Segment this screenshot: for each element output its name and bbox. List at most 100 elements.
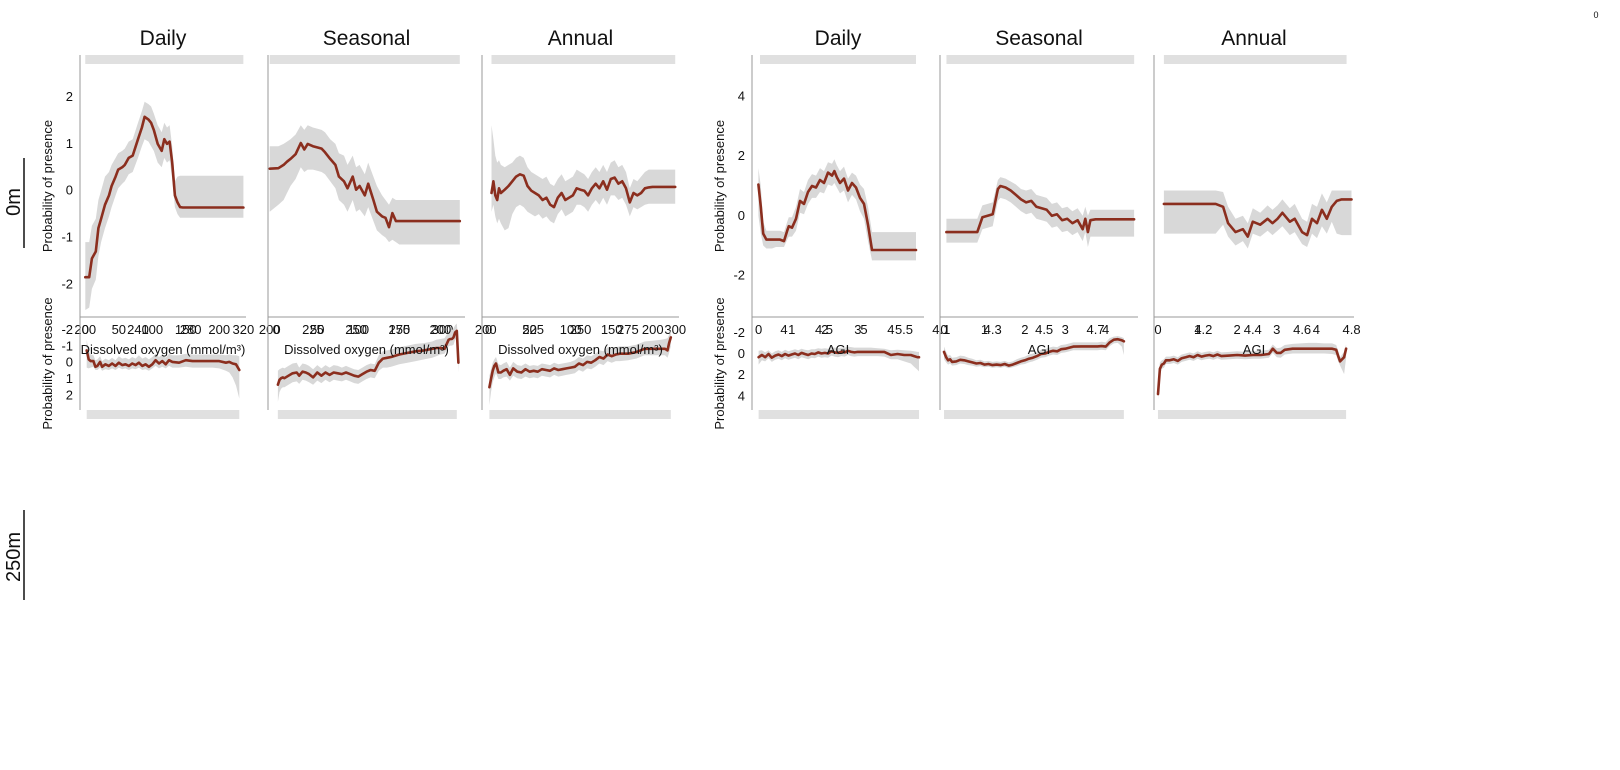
x-tick-label: 4.2 bbox=[1194, 322, 1212, 337]
rug-band bbox=[269, 55, 460, 64]
y-tick-label: -1 bbox=[61, 338, 73, 353]
x-tick-label: 4.1 bbox=[932, 322, 950, 337]
y-axis-label: Probability of presence bbox=[40, 297, 55, 429]
x-tick-label: 300 bbox=[664, 322, 686, 337]
series-line bbox=[1162, 198, 1353, 238]
y-tick-label: 2 bbox=[738, 367, 745, 382]
x-tick-label: 1 bbox=[981, 322, 988, 337]
series-line bbox=[276, 329, 460, 387]
confidence-band bbox=[758, 159, 916, 261]
x-tick-label: 240 bbox=[127, 322, 149, 337]
rug-band bbox=[491, 55, 676, 64]
rug-band bbox=[277, 410, 457, 419]
rug-band bbox=[944, 410, 1124, 419]
rug-band bbox=[946, 55, 1135, 64]
y-tick-label: 1 bbox=[66, 371, 73, 386]
x-tick-label: 50 bbox=[310, 322, 324, 337]
panel-11: 0 1 2 3 4 AGI bbox=[1153, 316, 1354, 419]
panel-title: Seasonal bbox=[323, 27, 411, 50]
panel-4: Seasonal 4.1 4.3 4.5 4.7 bbox=[932, 27, 1138, 337]
x-tick-label: 280 bbox=[180, 322, 202, 337]
y-tick-label: -2 bbox=[733, 267, 745, 282]
x-tick-label: 4 bbox=[887, 322, 894, 337]
y-tick-label: 2 bbox=[66, 387, 73, 402]
x-tick-label: 200 bbox=[475, 322, 497, 337]
x-tick-label: 4.4 bbox=[1244, 322, 1262, 337]
rug-band bbox=[1163, 55, 1347, 64]
series-line bbox=[488, 336, 673, 389]
y-tick-label: -1 bbox=[61, 229, 73, 244]
panel-title: Daily bbox=[140, 27, 187, 50]
series-line bbox=[85, 349, 241, 372]
panel-title: Daily bbox=[815, 27, 862, 50]
y-axis-label: Probability of presence bbox=[712, 297, 727, 429]
row-label-0m: 0m bbox=[3, 158, 25, 248]
y-tick-label: 0 bbox=[66, 183, 73, 198]
x-axis-label: Dissolved oxygen (mmol/m³) bbox=[81, 342, 246, 357]
x-axis-label: Dissolved oxygen (mmol/m³) bbox=[284, 342, 449, 357]
x-tick-label: 275 bbox=[617, 322, 639, 337]
confidence-band bbox=[85, 101, 244, 310]
panel-title: Annual bbox=[548, 27, 613, 50]
panel-0: Daily 200 240 280 320 -2 -1 0 1 2 Probability of p… bbox=[40, 27, 254, 337]
x-tick-label: 150 bbox=[601, 322, 623, 337]
series-line bbox=[268, 141, 462, 229]
rug-band bbox=[760, 55, 916, 64]
x-tick-label: 3 bbox=[854, 322, 861, 337]
x-tick-label: 100 bbox=[347, 322, 369, 337]
y-tick-label: 4 bbox=[738, 89, 745, 104]
y-tick-label: 1 bbox=[66, 136, 73, 151]
x-tick-label: 225 bbox=[522, 322, 544, 337]
confidence-band bbox=[944, 336, 1124, 369]
y-tick-label: 0 bbox=[738, 208, 745, 223]
y-tick-label: -2 bbox=[61, 322, 73, 337]
row-label-250m-text: 250m bbox=[3, 532, 25, 582]
confidence-band bbox=[946, 177, 1135, 247]
y-tick-label: 0 bbox=[738, 346, 745, 361]
y-tick-label: -2 bbox=[61, 276, 73, 291]
x-tick-label: 100 bbox=[141, 322, 163, 337]
x-tick-label: 4.5 bbox=[815, 322, 833, 337]
series-line bbox=[1156, 347, 1348, 396]
confidence-band bbox=[1163, 190, 1352, 249]
panel-title: Annual bbox=[1221, 27, 1286, 50]
corner-label: 0 bbox=[1593, 10, 1598, 20]
x-tick-label: 5.5 bbox=[895, 322, 913, 337]
rug-band bbox=[1157, 410, 1347, 419]
x-tick-label: 200 bbox=[642, 322, 664, 337]
x-tick-label: 1 bbox=[788, 322, 795, 337]
series-line bbox=[757, 169, 918, 252]
series-line bbox=[490, 173, 677, 209]
x-tick-label: 150 bbox=[175, 322, 197, 337]
x-tick-label: 4.6 bbox=[1293, 322, 1311, 337]
panel-2: Annual 200 225 250 275 300 bbox=[475, 27, 686, 337]
x-axis-label: Dissolved oxygen (mmol/m³) bbox=[498, 342, 663, 357]
x-tick-label: 2 bbox=[1234, 322, 1241, 337]
x-axis-label: AGI bbox=[1028, 342, 1050, 357]
x-tick-label: 1 bbox=[1194, 322, 1201, 337]
y-axis-label: Probability of presence bbox=[712, 120, 727, 252]
x-tick-label: 225 bbox=[302, 322, 324, 337]
x-tick-label: 3 bbox=[1062, 322, 1069, 337]
row-label-250m: 250m bbox=[3, 510, 25, 600]
rug-band bbox=[758, 410, 920, 419]
x-tick-label: 5 bbox=[860, 322, 867, 337]
y-tick-label: 2 bbox=[738, 148, 745, 163]
x-tick-label: 200 bbox=[430, 322, 452, 337]
x-tick-label: 4 bbox=[780, 322, 787, 337]
x-tick-label: 2 bbox=[1021, 322, 1028, 337]
x-tick-label: 250 bbox=[345, 322, 367, 337]
x-tick-label: 4.3 bbox=[984, 322, 1002, 337]
y-tick-label: 4 bbox=[738, 388, 745, 403]
confidence-band bbox=[491, 125, 676, 231]
x-tick-label: 100 bbox=[560, 322, 582, 337]
x-tick-label: 0 bbox=[273, 322, 280, 337]
x-tick-label: 150 bbox=[388, 322, 410, 337]
x-tick-label: 200 bbox=[208, 322, 230, 337]
y-axis-label: Probability of presence bbox=[40, 120, 55, 252]
panel-7: 0 50 100 150 200 Dissolved oxygen (mmol/m³) bbox=[267, 316, 465, 419]
panel-9: 0 1 2 3 4 -2 0 2 4 Probability of presence AGI bbox=[712, 297, 924, 430]
y-tick-label: -2 bbox=[733, 325, 745, 340]
